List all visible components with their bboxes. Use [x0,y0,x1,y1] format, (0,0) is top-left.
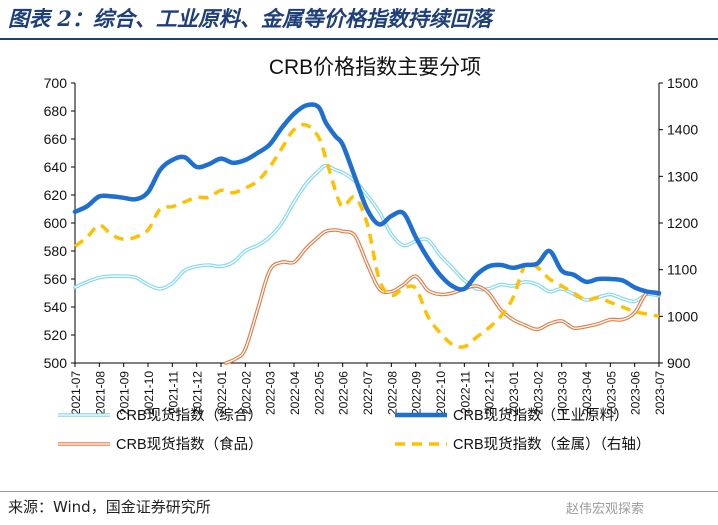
left-tick-label: 640 [44,159,68,175]
source-rule [0,491,718,492]
left-tick-label: 580 [44,243,68,259]
series-3-line [224,228,661,365]
left-tick-label: 680 [44,103,68,119]
left-tick-label: 660 [44,131,68,147]
x-tick-label: 2022-07 [361,371,375,415]
x-tick-label: 2023-06 [629,371,643,415]
source-note: 来源：Wind，国金证券研究所 [8,498,211,516]
watermark: 赵伟宏观探索 [566,502,645,517]
series-1-line-inner [74,164,660,303]
x-tick-label: 2021-12 [191,371,205,415]
x-tick-label: 2021-09 [118,371,132,415]
left-tick-label: 560 [44,271,68,287]
left-tick-label: 600 [44,215,68,231]
legend-item-3-label: CRB现货指数（食品） [116,436,263,453]
legend: CRB现货指数（综合） CRB现货指数（工业原料） CRB现货指数（食品） CRB现货… [58,407,650,453]
x-tick-label: 2021-10 [142,371,156,415]
x-tick-label: 2022-02 [239,371,253,415]
right-tick-label: 1000 [667,308,698,324]
x-tick-label: 2021-11 [166,371,180,414]
right-tick-label: 900 [667,355,691,371]
left-tick-label: 700 [44,75,68,91]
x-tick-label: 2023-01 [507,371,521,415]
figure-title: 图表 2：综合、工业原料、金属等价格指数持续回落 [8,6,492,31]
plot-area: 500 520 540 560 580 600 620 640 660 680 700 900 1000… [44,75,699,415]
right-tick-label: 1300 [667,168,698,184]
legend-item-4-label: CRB现货指数（金属）（右轴） [453,436,650,453]
x-tick-label: 2021-07 [69,371,83,415]
x-tick-label: 2022-11 [458,371,472,414]
x-tick-label: 2023-07 [653,371,667,415]
chart: CRB价格指数主要分项 500 520 540 560 580 600 620 640 660 6… [44,56,699,453]
x-tick-label: 2023-02 [531,371,545,415]
x-tick-label: 2022-10 [434,371,448,415]
series-1-line [73,163,661,304]
x-tick-label: 2021-08 [93,371,107,415]
x-tick-label: 2022-12 [483,371,497,415]
left-tick-label: 500 [44,355,68,371]
x-tick-label: 2022-06 [337,371,351,415]
series-4-line [73,122,660,349]
x-tick-label: 2022-03 [264,371,278,415]
x-tick-label: 2023-05 [604,371,618,415]
chart-title: CRB价格指数主要分项 [269,56,481,79]
left-tick-label: 520 [44,327,68,343]
series-3-line-inner [225,229,660,364]
right-tick-label: 1200 [667,215,698,231]
right-tick-label: 1400 [667,122,698,138]
x-tick-label: 2022-05 [312,371,326,415]
left-tick-label: 620 [44,187,68,203]
x-tick-label: 2022-08 [385,371,399,415]
title-rule [0,38,718,40]
right-tick-label: 1100 [667,262,697,278]
x-tick-label: 2023-03 [556,371,570,415]
x-tick-label: 2022-04 [288,371,302,415]
right-tick-label: 1500 [667,75,698,91]
x-tick-label: 2022-09 [410,371,424,415]
x-tick-label: 2023-04 [580,371,594,415]
x-tick-label: 2022-01 [215,371,229,415]
series-2-line [72,102,662,296]
left-tick-label: 540 [44,299,68,315]
legend-item-2-label: CRB现货指数（工业原料） [453,407,629,424]
legend-item-1-label: CRB现货指数（综合） [116,407,263,424]
